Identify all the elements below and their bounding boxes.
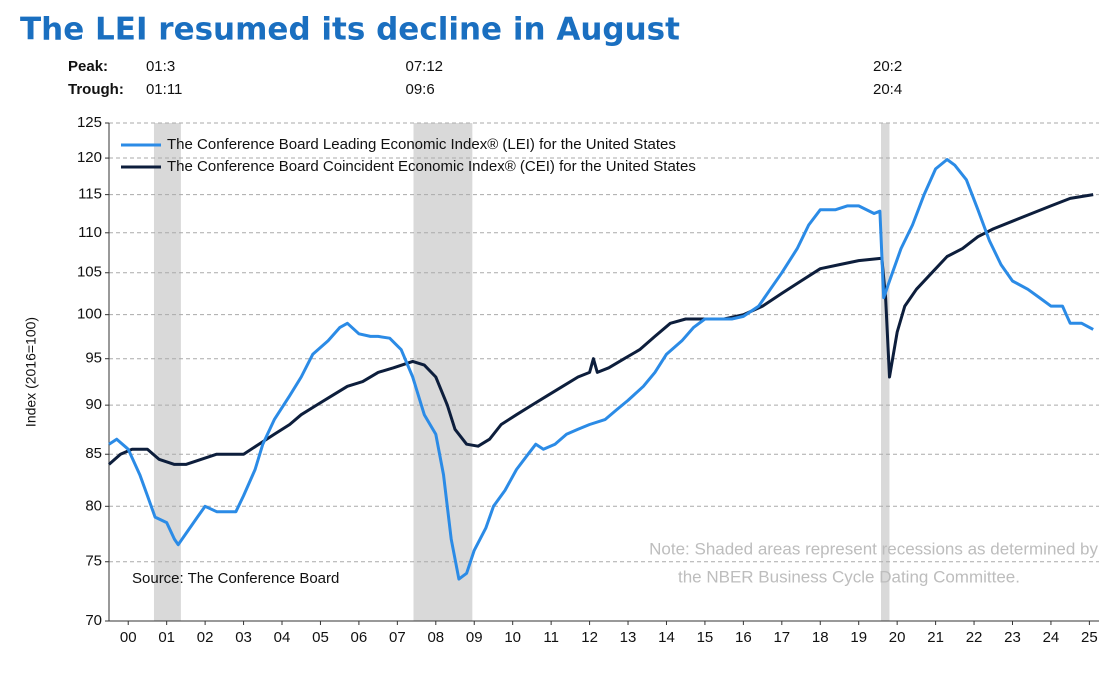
y-tick-label: 80 (85, 497, 102, 514)
x-tick-label: 10 (504, 629, 521, 646)
series-line (108, 158, 1094, 581)
x-tick-label: 23 (1004, 629, 1021, 646)
legend-label: The Conference Board Leading Economic In… (167, 136, 676, 153)
x-tick-label: 21 (927, 629, 944, 646)
x-tick-label: 12 (581, 629, 598, 646)
y-tick-label: 120 (77, 149, 102, 166)
y-tick-label: 110 (78, 224, 102, 241)
y-tick-label: 105 (77, 264, 102, 281)
x-tick-label: 18 (812, 629, 829, 646)
x-tick-label: 04 (274, 629, 291, 646)
y-tick-label: 70 (85, 612, 102, 629)
x-tick-label: 16 (735, 629, 752, 646)
x-tick-label: 07 (389, 629, 406, 646)
peak-label: Peak: (68, 58, 108, 75)
x-tick-label: 24 (1043, 629, 1060, 646)
x-tick-label: 03 (235, 629, 252, 646)
y-tick-label: 75 (85, 553, 102, 570)
x-tick-label: 05 (312, 629, 329, 646)
x-tick-label: 13 (620, 629, 637, 646)
x-tick-label: 17 (773, 629, 790, 646)
trough-date: 01:11 (146, 81, 182, 98)
y-tick-label: 90 (85, 396, 102, 413)
y-tick-label: 85 (85, 445, 102, 462)
note: Note: Shaded areas represent recessions … (649, 539, 1098, 558)
y-tick-label: 100 (77, 306, 102, 323)
y-tick-label: 115 (78, 186, 102, 203)
x-tick-label: 19 (850, 629, 867, 646)
y-tick-label: 95 (85, 350, 102, 367)
x-tick-label: 01 (158, 629, 175, 646)
peak-date: 20:2 (873, 58, 902, 75)
x-tick-label: 11 (543, 629, 559, 646)
y-axis-label: Index (2016=100) (23, 317, 39, 427)
x-tick-label: 14 (658, 629, 675, 646)
source: Source: The Conference Board (132, 570, 339, 587)
chart-title: The LEI resumed its decline in August (20, 12, 680, 48)
x-tick-label: 15 (697, 629, 714, 646)
peak-date: 01:3 (146, 58, 175, 75)
trough-date: 20:4 (873, 81, 902, 98)
series-line (108, 193, 1094, 466)
x-tick-label: 08 (427, 629, 444, 646)
trough-date: 09:6 (405, 81, 434, 98)
note: the NBER Business Cycle Dating Committee… (678, 567, 1020, 586)
y-tick-label: 125 (77, 114, 102, 131)
trough-label: Trough: (68, 81, 124, 98)
recession-band (413, 123, 473, 621)
peak-date: 07:12 (405, 58, 443, 75)
x-tick-label: 25 (1081, 629, 1098, 646)
x-tick-label: 02 (197, 629, 214, 646)
recession-band (153, 123, 181, 621)
recession-band (881, 123, 890, 621)
x-tick-label: 09 (466, 629, 483, 646)
x-tick-label: 00 (120, 629, 137, 646)
x-tick-label: 20 (889, 629, 906, 646)
x-tick-label: 22 (966, 629, 983, 646)
x-tick-label: 06 (351, 629, 368, 646)
legend-label: The Conference Board Coincident Economic… (167, 158, 696, 175)
